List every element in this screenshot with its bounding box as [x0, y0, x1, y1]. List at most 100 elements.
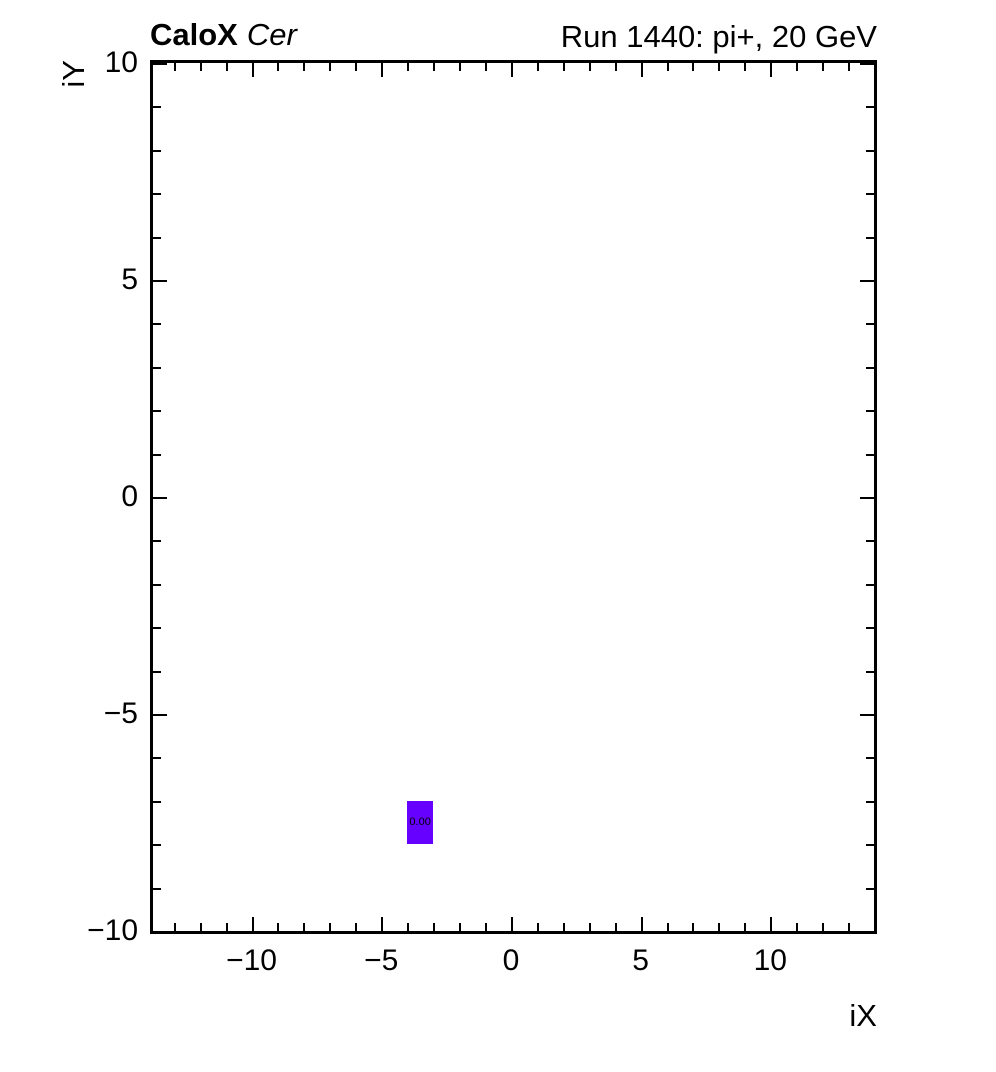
x-axis-minor-tick: [718, 923, 721, 931]
x-axis-minor-tick: [614, 923, 617, 931]
x-axis-minor-tick-top: [718, 63, 721, 71]
x-axis-major-tick: [251, 917, 254, 931]
channel-label: Cer: [246, 17, 297, 52]
x-axis-major-tick: [510, 917, 513, 931]
x-axis-minor-tick: [329, 923, 332, 931]
x-axis-minor-tick: [459, 923, 462, 931]
x-axis-major-tick: [770, 917, 773, 931]
y-axis-minor-tick-right: [866, 106, 874, 109]
plot-title-left: CaloX Cer: [150, 18, 297, 52]
x-axis-minor-tick-top: [848, 63, 851, 71]
x-axis-minor-tick-top: [796, 63, 799, 71]
x-axis-tick-label: −5: [364, 944, 399, 977]
y-axis-tick-label: 5: [121, 263, 138, 296]
y-axis-minor-tick-right: [866, 366, 874, 369]
heatmap-cell: 0.00: [407, 800, 434, 845]
y-axis-minor-tick: [153, 236, 161, 239]
y-axis-minor-tick: [153, 800, 161, 803]
x-axis-major-tick-top: [251, 63, 254, 77]
x-axis-minor-tick: [407, 923, 410, 931]
x-axis-minor-tick: [173, 923, 176, 931]
plot-frame: 0.00: [150, 60, 877, 934]
y-axis-major-tick: [153, 714, 167, 716]
y-axis-minor-tick: [153, 583, 161, 586]
y-axis-major-tick: [153, 280, 167, 282]
x-axis-minor-tick: [666, 923, 669, 931]
y-axis-major-tick-right: [860, 280, 874, 282]
y-axis-minor-tick: [153, 149, 161, 152]
x-axis-minor-tick: [536, 923, 539, 931]
y-axis-minor-tick-right: [866, 800, 874, 803]
x-axis-tick-label: 10: [753, 944, 787, 977]
x-axis-minor-tick-top: [303, 63, 306, 71]
y-axis-minor-tick: [153, 410, 161, 413]
y-axis-minor-tick: [153, 670, 161, 673]
x-axis-major-tick-top: [381, 63, 384, 77]
y-axis-minor-tick: [153, 323, 161, 326]
x-axis-minor-tick-top: [173, 63, 176, 71]
y-axis-major-tick: [153, 63, 167, 65]
x-axis-minor-tick: [303, 923, 306, 931]
x-axis-minor-tick: [355, 923, 358, 931]
x-axis-minor-tick-top: [459, 63, 462, 71]
y-axis-minor-tick-right: [866, 410, 874, 413]
x-axis-tick-label: −10: [226, 944, 277, 977]
y-axis-minor-tick: [153, 757, 161, 760]
x-axis-minor-tick: [484, 923, 487, 931]
y-axis-minor-tick: [153, 366, 161, 369]
y-axis-minor-tick-right: [866, 757, 874, 760]
x-axis-minor-tick: [848, 923, 851, 931]
y-axis-minor-tick-right: [866, 583, 874, 586]
y-axis-minor-tick: [153, 540, 161, 543]
x-axis-minor-tick-top: [536, 63, 539, 71]
x-axis-minor-tick: [225, 923, 228, 931]
x-axis-major-tick-top: [640, 63, 643, 77]
y-axis-minor-tick-right: [866, 627, 874, 630]
x-axis-minor-tick-top: [562, 63, 565, 71]
x-axis-minor-tick: [796, 923, 799, 931]
x-axis-minor-tick: [199, 923, 202, 931]
y-axis-minor-tick-right: [866, 323, 874, 326]
x-axis-minor-tick: [822, 923, 825, 931]
x-axis-minor-tick-top: [433, 63, 436, 71]
y-axis-minor-tick: [153, 844, 161, 847]
x-axis-minor-tick-top: [407, 63, 410, 71]
x-axis-title: iX: [849, 998, 877, 1033]
x-axis-minor-tick: [692, 923, 695, 931]
y-axis-title: iY: [56, 60, 91, 88]
experiment-label: CaloX: [150, 17, 238, 52]
y-axis-minor-tick: [153, 193, 161, 196]
y-axis-tick-label: 10: [104, 46, 138, 79]
plot-area: 0.00: [153, 63, 874, 931]
y-axis-minor-tick: [153, 627, 161, 630]
x-axis-tick-label: 5: [632, 944, 649, 977]
x-axis-minor-tick-top: [484, 63, 487, 71]
x-axis-minor-tick-top: [329, 63, 332, 71]
x-axis-minor-tick-top: [199, 63, 202, 71]
x-axis-minor-tick-top: [822, 63, 825, 71]
y-axis-tick-label: 0: [121, 480, 138, 513]
heatmap-cell-value: 0.00: [409, 815, 431, 828]
x-axis-minor-tick-top: [692, 63, 695, 71]
x-axis-minor-tick-top: [666, 63, 669, 71]
x-axis-tick-label: 0: [502, 944, 520, 977]
y-axis-major-tick-right: [860, 63, 874, 65]
y-axis-minor-tick-right: [866, 844, 874, 847]
y-axis-minor-tick-right: [866, 670, 874, 673]
x-axis-minor-tick-top: [588, 63, 591, 71]
y-axis-tick-label: −5: [103, 697, 138, 730]
x-axis-major-tick: [381, 917, 384, 931]
x-axis-major-tick-top: [510, 63, 513, 77]
x-axis-minor-tick: [562, 923, 565, 931]
x-axis-minor-tick: [588, 923, 591, 931]
y-axis-major-tick-right: [860, 714, 874, 716]
x-axis-minor-tick-top: [277, 63, 280, 71]
x-axis-minor-tick-top: [744, 63, 747, 71]
x-axis-minor-tick-top: [225, 63, 228, 71]
y-axis-minor-tick-right: [866, 887, 874, 890]
y-axis-major-tick: [153, 497, 167, 499]
y-axis-minor-tick: [153, 453, 161, 456]
y-axis-minor-tick-right: [866, 540, 874, 543]
y-axis-minor-tick-right: [866, 453, 874, 456]
